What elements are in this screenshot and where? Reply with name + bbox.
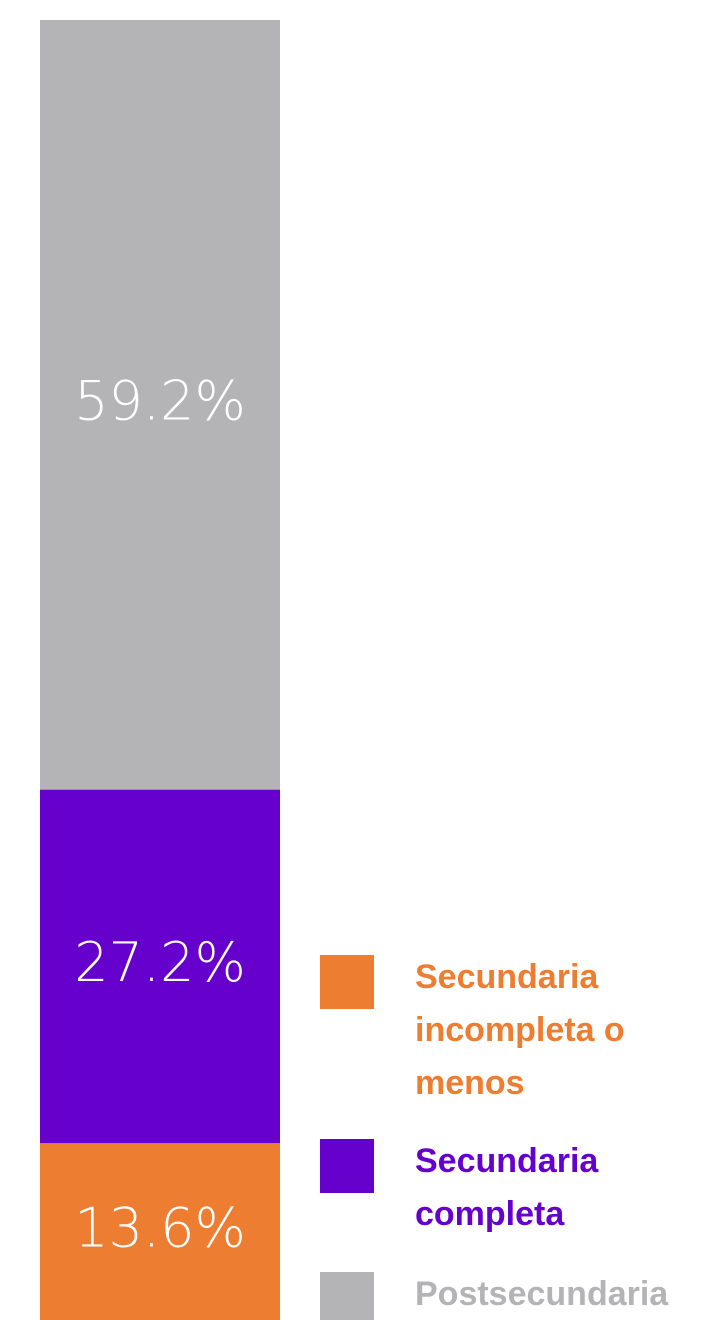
legend-swatch <box>320 1139 374 1193</box>
value-label: 13.6% <box>74 1196 246 1259</box>
legend-label: Secundaria incompleta o menos <box>415 958 625 1102</box>
legend-swatch <box>320 955 374 1009</box>
bar-segment <box>40 20 280 790</box>
legend-swatch <box>320 1272 374 1320</box>
bar-segment <box>40 1143 280 1320</box>
bar-segment <box>40 789 280 1144</box>
legend-label: Postsecundaria <box>415 1275 669 1313</box>
legend-label: Secundaria completa <box>415 1142 599 1233</box>
value-label: 27.2% <box>74 931 246 994</box>
value-label: 59.2% <box>74 370 246 433</box>
